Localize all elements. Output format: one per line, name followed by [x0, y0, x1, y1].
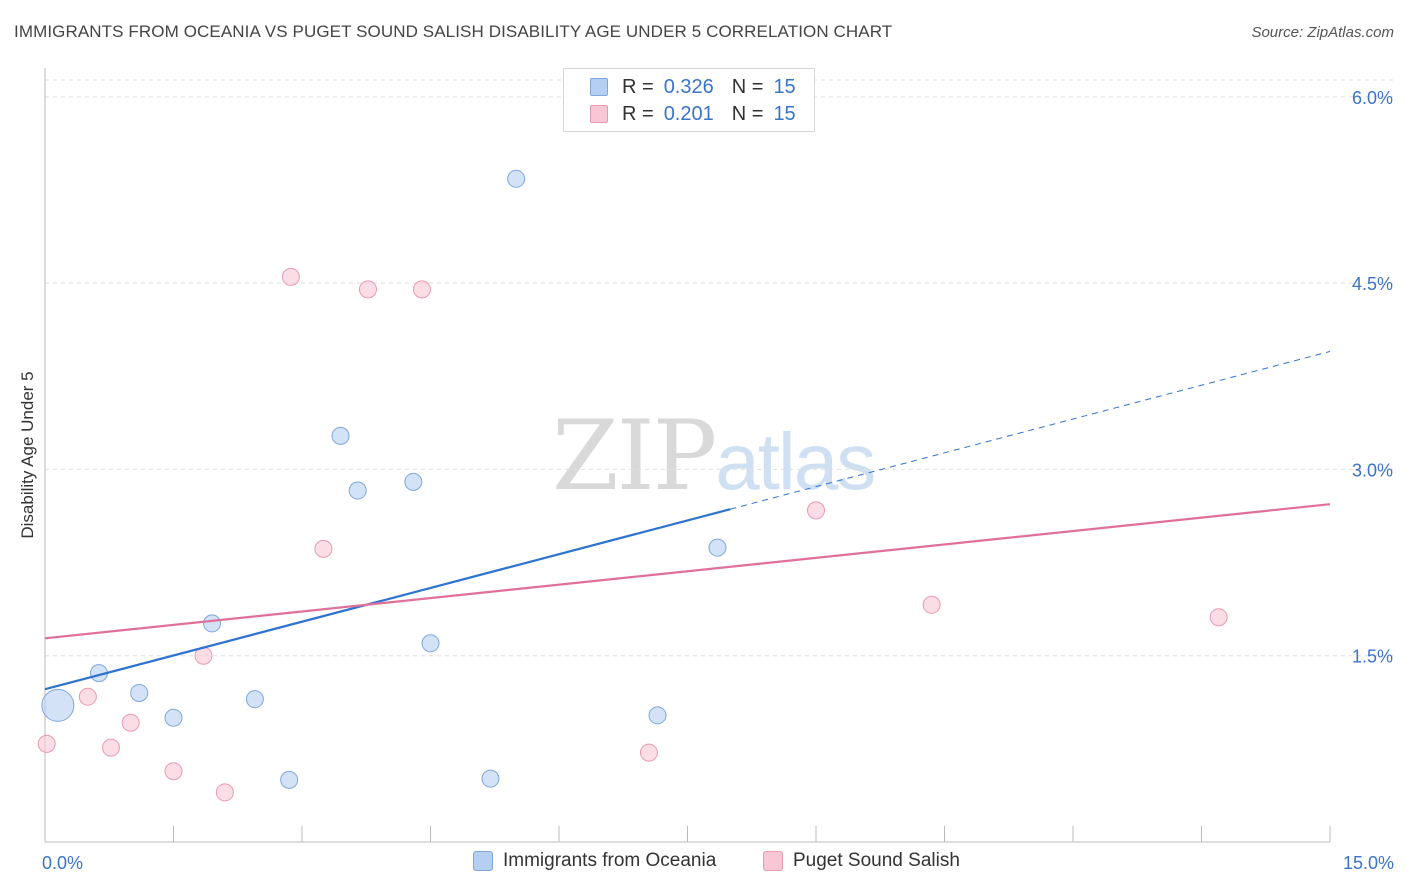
legend-row-oceania: R = 0.326 N = 15: [590, 74, 796, 100]
data-point: [404, 472, 423, 491]
data-point: [922, 595, 941, 614]
data-point: [101, 738, 120, 757]
n-value: 15: [773, 102, 796, 125]
salish-swatch: [590, 105, 608, 123]
data-point: [121, 713, 140, 732]
legend-label: Puget Sound Salish: [793, 850, 960, 871]
data-point: [708, 538, 727, 557]
correlation-legend: R = 0.326 N = 15 R = 0.201 N = 15: [563, 68, 815, 132]
data-point: [507, 169, 526, 188]
data-point: [164, 708, 183, 727]
legend-item-salish[interactable]: Puget Sound Salish: [763, 850, 960, 872]
y-axis-label: Disability Age Under 5: [18, 371, 37, 539]
r-value: 0.326: [663, 75, 714, 98]
data-point: [280, 770, 299, 789]
r-label: R =: [622, 102, 654, 125]
data-point: [130, 683, 149, 702]
data-point: [348, 481, 367, 500]
watermark: ZIPatlas: [552, 400, 876, 512]
data-point: [648, 706, 667, 725]
r-label: R =: [622, 75, 654, 98]
oceania-legend-swatch: [473, 851, 493, 871]
y-tick-label: 6.0%: [1352, 88, 1393, 108]
n-label: N =: [731, 75, 764, 98]
oceania-swatch: [590, 78, 608, 96]
data-point: [314, 539, 333, 558]
r-value: 0.201: [663, 102, 714, 125]
data-point: [281, 267, 300, 286]
data-point: [164, 762, 183, 781]
data-point: [481, 769, 500, 788]
y-tick-label: 1.5%: [1352, 647, 1393, 667]
data-point: [245, 690, 264, 709]
trend-line: [44, 508, 731, 691]
data-point: [358, 280, 377, 299]
legend-row-salish: R = 0.201 N = 15: [590, 101, 796, 127]
y-tick-label: 4.5%: [1352, 274, 1393, 294]
data-point: [639, 743, 658, 762]
watermark-atlas: atlas: [715, 417, 876, 506]
trend-line-extension: [730, 350, 1331, 510]
data-point: [203, 614, 222, 633]
data-point: [215, 783, 234, 802]
data-point: [412, 280, 431, 299]
data-point: [421, 634, 440, 653]
data-point: [331, 426, 350, 445]
data-point: [807, 501, 825, 520]
legend-label: Immigrants from Oceania: [503, 850, 717, 871]
data-point: [37, 734, 56, 753]
series-legend: Immigrants from Oceania Puget Sound Sali…: [0, 850, 1406, 880]
n-label: N =: [731, 102, 764, 125]
source-label: Source: ZipAtlas.com: [1251, 24, 1394, 41]
data-point: [1209, 608, 1228, 627]
trend-line: [44, 503, 1331, 640]
legend-item-oceania[interactable]: Immigrants from Oceania: [473, 850, 716, 872]
salish-legend-swatch: [763, 851, 783, 871]
watermark-zip: ZIP: [552, 400, 717, 512]
chart-title: IMMIGRANTS FROM OCEANIA VS PUGET SOUND S…: [14, 22, 893, 41]
x-tick-label: 0.0%: [42, 853, 83, 873]
x-tick-label: 15.0%: [1343, 853, 1394, 873]
y-tick-label: 3.0%: [1352, 460, 1393, 480]
n-value: 15: [773, 75, 796, 98]
data-point: [78, 687, 97, 706]
data-point: [41, 688, 75, 722]
